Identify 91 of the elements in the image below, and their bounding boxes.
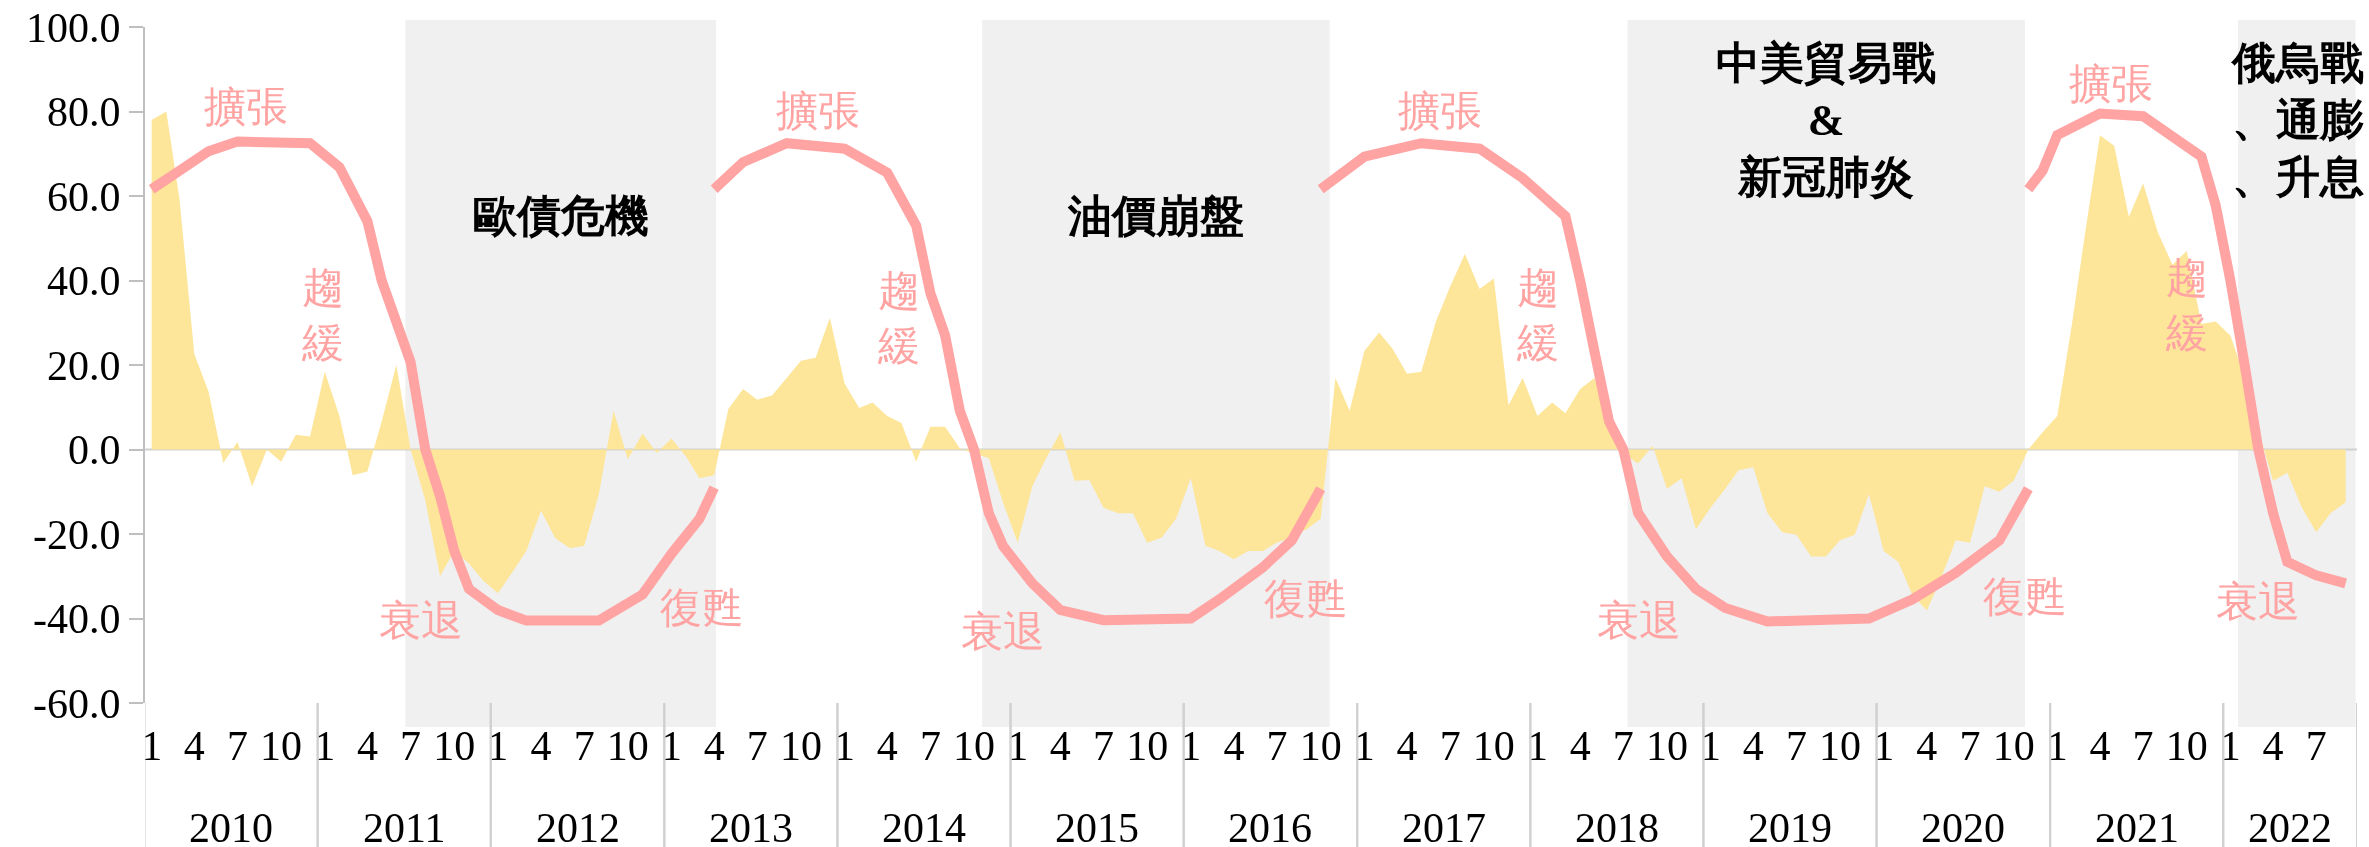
x-tick-label: 1 <box>1700 723 1722 769</box>
x-tick-label: 7 <box>400 723 422 769</box>
x-tick-label: 10 <box>1126 723 1169 769</box>
x-tick-label: 7 <box>1612 723 1634 769</box>
x-tick-label: 1 <box>1180 723 1202 769</box>
x-tick-label: 4 <box>2089 723 2111 769</box>
x-tick-label: 7 <box>2132 723 2154 769</box>
x-tick-label: 10 <box>1819 723 1862 769</box>
x-tick-label: 1 <box>1873 723 1895 769</box>
text: 2013 <box>709 805 793 847</box>
x-tick-label: 10 <box>433 723 476 769</box>
x-tick-label: 10 <box>1992 723 2035 769</box>
x-tick-label: 7 <box>226 723 248 769</box>
x-tick-label: 4 <box>2262 723 2284 769</box>
x-tick-label: 7 <box>1959 723 1981 769</box>
band-label: 中美貿易戰 & 新冠肺炎 <box>1716 39 1936 203</box>
annotation: 衰退 <box>961 609 1045 655</box>
x-tick-label: 1 <box>1007 723 1029 769</box>
annotation: 復甦 <box>1264 576 1348 622</box>
annotation: 擴張 <box>776 88 860 134</box>
annotation: 擴張 <box>204 84 288 130</box>
x-tick-label: 4 <box>183 723 205 769</box>
x-tick-label: 7 <box>573 723 595 769</box>
x-tick-label: 4 <box>530 723 552 769</box>
text: 2019 <box>1748 805 1832 847</box>
text: 2010 <box>189 805 273 847</box>
text: 2011 <box>363 805 446 847</box>
text: 2020 <box>1921 805 2005 847</box>
annotation: 趨緩 <box>301 265 344 366</box>
annotation: 趨緩 <box>877 268 920 369</box>
x-tick-label: 7 <box>1439 723 1461 769</box>
annotation: 擴張 <box>2069 61 2153 107</box>
y-tick-label: -40.0 <box>33 596 121 643</box>
x-tick-label: 1 <box>660 723 682 769</box>
band-label: 歐債危機 <box>473 192 649 241</box>
x-tick-label: 4 <box>703 723 725 769</box>
annotation: 復甦 <box>660 585 744 631</box>
x-tick-label: 4 <box>1223 723 1245 769</box>
x-tick-label: 7 <box>746 723 768 769</box>
x-tick-label: 10 <box>606 723 649 769</box>
x-tick-label: 10 <box>260 723 303 769</box>
x-tick-label: 4 <box>356 723 378 769</box>
x-tick-label: 10 <box>779 723 822 769</box>
x-tick-label: 4 <box>1916 723 1938 769</box>
annotation: 趨緩 <box>1516 265 1559 366</box>
x-tick-label: 7 <box>2305 723 2327 769</box>
annotation: 衰退 <box>1597 598 1681 644</box>
annotation: 擴張 <box>1398 88 1482 134</box>
x-tick-label: 10 <box>1472 723 1515 769</box>
text: 2021 <box>2095 805 2179 847</box>
y-tick-label: 20.0 <box>47 342 121 389</box>
annotation: 衰退 <box>379 598 463 644</box>
x-tick-label: 7 <box>1266 723 1288 769</box>
x-tick-label: 1 <box>1526 723 1548 769</box>
text: 2016 <box>1228 805 1312 847</box>
text: 2014 <box>882 805 966 847</box>
x-tick-label: 1 <box>141 723 163 769</box>
x-tick-label: 4 <box>876 723 898 769</box>
x-tick-label: 4 <box>1569 723 1591 769</box>
y-tick-label: 40.0 <box>47 258 121 305</box>
x-tick-label: 10 <box>1299 723 1342 769</box>
y-tick-label: 0.0 <box>68 427 121 474</box>
annotation: 衰退 <box>2216 579 2300 625</box>
x-tick-label: 1 <box>2219 723 2241 769</box>
x-tick-label: 1 <box>2046 723 2068 769</box>
x-tick-label: 10 <box>1645 723 1688 769</box>
band-label: 油價崩盤 <box>1067 192 1244 241</box>
x-tick-label: 4 <box>1049 723 1071 769</box>
text: 2017 <box>1402 805 1486 847</box>
x-tick-label: 4 <box>1742 723 1764 769</box>
y-tick-label: -20.0 <box>33 511 121 558</box>
text: 2022 <box>2248 805 2332 847</box>
x-tick-label: 7 <box>1093 723 1114 769</box>
x-tick-label: 7 <box>1785 723 1807 769</box>
text: 2018 <box>1575 805 1659 847</box>
y-tick-label: -60.0 <box>33 680 121 727</box>
x-tick-label: 7 <box>919 723 941 769</box>
x-tick-label: 1 <box>487 723 509 769</box>
y-tick-label: 100.0 <box>26 4 121 51</box>
x-tick-label: 4 <box>1396 723 1418 769</box>
x-tick-label: 10 <box>953 723 996 769</box>
text: 2015 <box>1055 805 1139 847</box>
annotation: 復甦 <box>1983 574 2067 620</box>
x-tick-label: 10 <box>2165 723 2208 769</box>
y-tick-label: 60.0 <box>47 173 121 220</box>
band-label: 俄烏戰、通膨、升息 <box>2230 39 2364 203</box>
x-tick-label: 1 <box>314 723 336 769</box>
x-tick-label: 1 <box>834 723 856 769</box>
text: 2012 <box>536 805 620 847</box>
x-tick-label: 1 <box>1353 723 1375 769</box>
y-tick-label: 80.0 <box>47 89 121 136</box>
